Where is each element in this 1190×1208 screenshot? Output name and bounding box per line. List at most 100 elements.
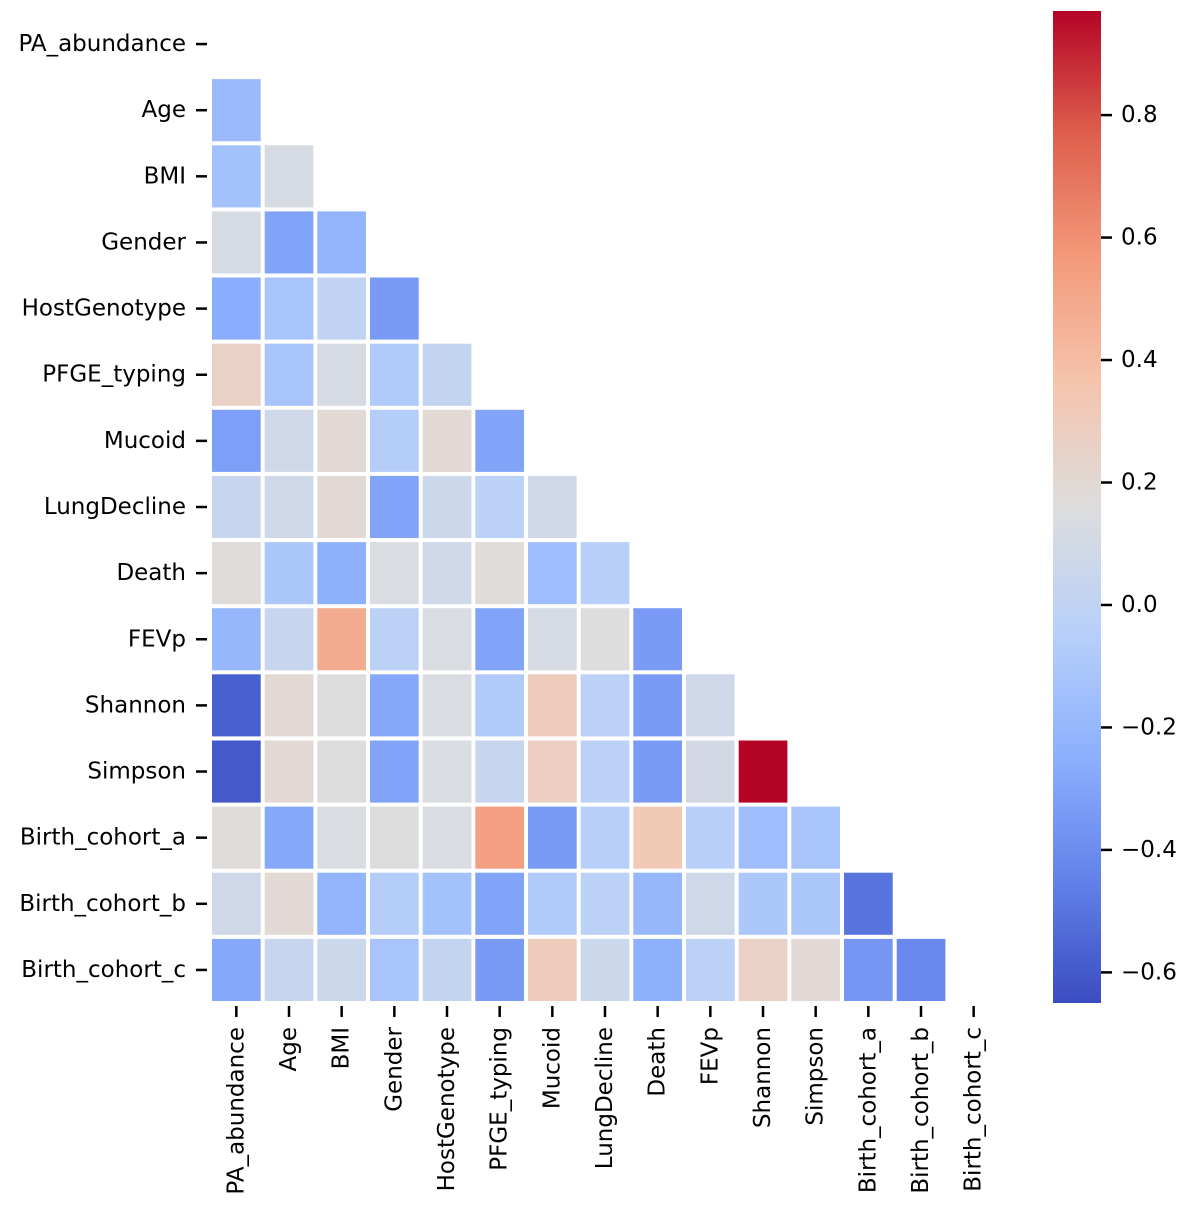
heatmap-cell [580, 542, 630, 605]
heatmap-cell [264, 343, 314, 406]
heatmap-cell [212, 277, 261, 340]
heatmap-cell [633, 938, 682, 1001]
heatmap-cell [264, 806, 314, 869]
heatmap-cell [528, 674, 577, 737]
y-axis-tick-labels: PA_abundance Age BMI Gender HostGenotype PFGE… [18, 31, 207, 983]
heatmap-cell [370, 806, 419, 869]
y-tick-label: Birth_cohort_a [20, 825, 186, 851]
heatmap-cell [580, 608, 630, 671]
y-tick-label: FEVp [128, 626, 186, 652]
heatmap-cell [528, 608, 577, 671]
x-tick-label: PA_abundance [223, 1027, 249, 1195]
y-tick-label: Death [116, 560, 186, 586]
heatmap-cell [896, 938, 946, 1001]
heatmap-cell [422, 343, 472, 406]
y-tick-label: Mucoid [104, 428, 186, 454]
heatmap-cell [633, 872, 682, 935]
heatmap-cell [264, 145, 314, 208]
heatmap-cell [422, 608, 472, 671]
y-tick-label: PFGE_typing [42, 362, 186, 388]
heatmap-cell [317, 475, 366, 538]
heatmap-cell [264, 211, 314, 274]
heatmap-cell [422, 806, 472, 869]
heatmap-cell [317, 674, 366, 737]
colorbar-tick-label: 0.8 [1121, 102, 1158, 128]
heatmap-cell [212, 674, 261, 737]
heatmap-cell [370, 608, 419, 671]
heatmap-cell [264, 674, 314, 737]
colorbar-tick-label: 0.4 [1121, 347, 1158, 373]
heatmap-cell [791, 806, 840, 869]
heatmap-cell [317, 806, 366, 869]
heatmap-cell [212, 475, 261, 538]
heatmap-cell [370, 409, 419, 472]
heatmap-cell [475, 674, 524, 737]
heatmap-cell [528, 806, 577, 869]
heatmap-cell [317, 740, 366, 803]
y-tick-label: Birth_cohort_c [21, 957, 186, 983]
heatmap-cell [633, 806, 682, 869]
heatmap-cell [264, 872, 314, 935]
y-tick-label: Simpson [87, 759, 186, 785]
y-tick-label: Birth_cohort_b [19, 891, 186, 917]
heatmap-cell [422, 740, 472, 803]
x-tick-label: FEVp [697, 1027, 723, 1085]
x-axis-tick-labels: PA_abundance Age BMI Gender HostGenotype PFGE… [223, 1006, 987, 1195]
x-tick-label: Birth_cohort_c [961, 1027, 987, 1192]
heatmap-cell [580, 740, 630, 803]
heatmap-cell [212, 872, 261, 935]
heatmap-cell [212, 79, 261, 142]
colorbar-tick-label: −0.4 [1121, 837, 1177, 863]
x-tick-label: LungDecline [592, 1027, 618, 1169]
heatmap-cell [686, 938, 735, 1001]
heatmap-cell [475, 806, 524, 869]
heatmap-cell [580, 938, 630, 1001]
heatmap-cell [686, 806, 735, 869]
heatmap-cell [475, 740, 524, 803]
x-tick-label: Birth_cohort_a [855, 1027, 881, 1193]
heatmap-cell [212, 145, 261, 208]
y-tick-label: Age [142, 97, 186, 123]
y-tick-label: LungDecline [44, 494, 186, 520]
heatmap-cell [370, 740, 419, 803]
heatmap-cell [422, 674, 472, 737]
x-tick-label: Gender [381, 1026, 407, 1111]
heatmap-cell [317, 409, 366, 472]
heatmap-cell [633, 740, 682, 803]
colorbar-tick-label: 0.0 [1121, 592, 1158, 618]
x-tick-label: BMI [329, 1027, 355, 1069]
heatmap-cell [317, 542, 366, 605]
x-tick-label: HostGenotype [434, 1027, 460, 1191]
x-tick-label: Age [276, 1027, 302, 1071]
heatmap-cell [422, 938, 472, 1001]
heatmap-cell [580, 806, 630, 869]
heatmap-cell [738, 938, 788, 1001]
heatmap-cell [212, 740, 261, 803]
heatmap-cell [580, 674, 630, 737]
heatmap-cell [212, 806, 261, 869]
heatmap-cell [475, 475, 524, 538]
x-tick-label: Death [645, 1027, 671, 1097]
heatmap-cell [633, 608, 682, 671]
heatmap-cell [791, 938, 840, 1001]
heatmap-cells [212, 79, 946, 1001]
heatmap-cell [633, 674, 682, 737]
heatmap-cell [791, 872, 840, 935]
heatmap-cell [370, 343, 419, 406]
heatmap-cell [422, 542, 472, 605]
heatmap-cell [370, 475, 419, 538]
heatmap-cell [528, 475, 577, 538]
heatmap-cell [528, 938, 577, 1001]
heatmap-cell [212, 542, 261, 605]
heatmap-cell [264, 608, 314, 671]
heatmap-cell [475, 938, 524, 1001]
heatmap-cell [317, 938, 366, 1001]
heatmap-cell [317, 211, 366, 274]
y-tick-label: Gender [101, 229, 186, 255]
heatmap-cell [422, 475, 472, 538]
x-tick-label: PFGE_typing [487, 1027, 513, 1171]
heatmap-cell [264, 277, 314, 340]
colorbar-tick-label: −0.2 [1121, 714, 1177, 740]
heatmap-cell [370, 872, 419, 935]
heatmap-cell [370, 938, 419, 1001]
